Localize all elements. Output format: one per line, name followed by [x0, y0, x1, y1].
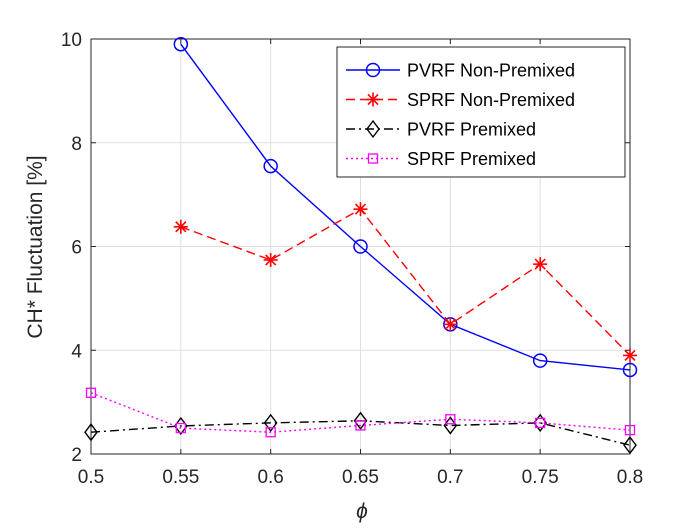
data-point — [263, 252, 278, 267]
data-point — [353, 411, 368, 430]
legend: PVRF Non-Premixed SPRF Non-Premixed PVRF P… — [336, 46, 626, 178]
data-point — [175, 422, 186, 434]
y-axis-label: CH* Fluctuation [%] — [24, 155, 47, 338]
legend-marker — [366, 119, 380, 139]
legend-label: PVRF Non-Premixed — [407, 61, 575, 81]
data-point — [84, 423, 98, 442]
legend-marker — [366, 92, 380, 107]
data-point — [622, 362, 638, 378]
x-tick-label: 0.6 — [257, 467, 283, 488]
y-tick-label: 10 — [61, 30, 82, 51]
y-tick-label: 2 — [71, 445, 82, 466]
x-tick-label: 0.7 — [437, 467, 463, 488]
data-point — [353, 202, 368, 217]
data-point — [265, 427, 276, 438]
x-tick-label: 0.65 — [342, 467, 379, 488]
legend-entry: SPRF Non-Premixed — [346, 90, 575, 110]
y-tick-label: 8 — [71, 134, 82, 155]
asterisk-stroke — [624, 349, 636, 362]
legend-marker — [367, 153, 379, 164]
legend-marker — [365, 62, 381, 78]
x-tick-label: 0.75 — [522, 467, 559, 488]
series-line — [180, 43, 631, 371]
data-point — [445, 414, 456, 425]
legend-label: SPRF Non-Premixed — [407, 90, 575, 110]
asterisk-stroke — [265, 254, 277, 266]
series-line — [90, 392, 631, 433]
x-tick-label: 0.5 — [78, 467, 104, 488]
legend-box — [336, 46, 626, 178]
data-point — [624, 424, 636, 436]
data-point — [263, 158, 278, 174]
x-tick-label: 0.55 — [162, 467, 199, 488]
y-tick-label: 4 — [71, 341, 82, 362]
legend-entry: SPRF Premixed — [346, 149, 536, 169]
asterisk-stroke — [367, 93, 379, 106]
legend-entry: PVRF Non-Premixed — [346, 61, 575, 81]
data-point — [353, 239, 368, 254]
asterisk-stroke — [534, 258, 546, 270]
asterisk-stroke — [354, 203, 367, 215]
series-1 — [173, 202, 637, 363]
x-axis-label: ϕ — [356, 500, 368, 523]
asterisk-stroke — [444, 318, 456, 330]
data-point — [535, 417, 546, 429]
data-point — [355, 420, 366, 431]
data-point — [263, 413, 278, 433]
data-point — [443, 317, 458, 332]
data-point — [623, 348, 637, 363]
data-point — [173, 219, 188, 234]
data-point — [85, 387, 97, 398]
y-tick-label: 6 — [71, 238, 82, 259]
data-point — [532, 353, 548, 368]
series-line — [180, 208, 631, 356]
x-tick-label: 0.8 — [617, 467, 643, 488]
legend-label: PVRF Premixed — [407, 120, 536, 140]
asterisk-stroke — [175, 221, 187, 233]
series-3 — [85, 387, 636, 438]
legend-label: SPRF Premixed — [407, 149, 536, 169]
data-point — [533, 257, 548, 272]
data-point — [173, 36, 189, 52]
legend-entry: PVRF Premixed — [346, 120, 536, 140]
series-0 — [173, 36, 638, 378]
tick-labels: 0.5 0.55 0.6 0.65 0.7 0.75 0.8 2 4 6 8 10 — [61, 30, 643, 488]
series-layer — [84, 36, 638, 455]
